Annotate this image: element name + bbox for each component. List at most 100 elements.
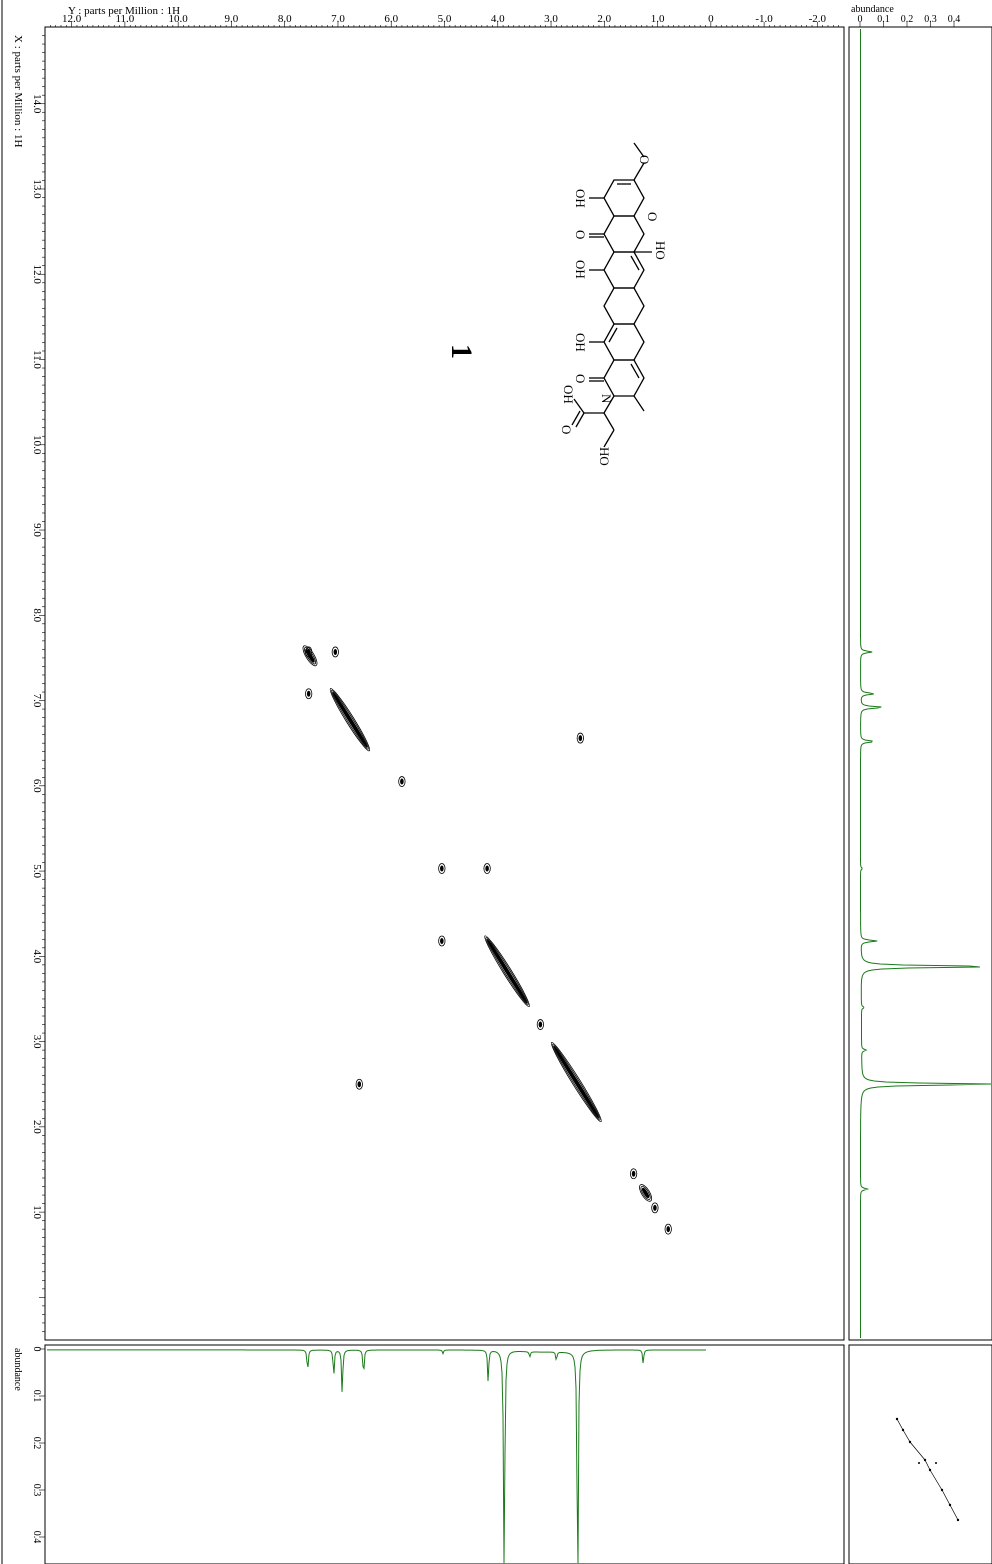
corner-streak: [909, 1441, 926, 1461]
cross-peak-contour: [483, 863, 491, 874]
atom-o-ketone: O: [573, 230, 588, 239]
cross-peak-contour: [629, 1168, 638, 1180]
left-axis-tick-label: 11.0: [31, 350, 43, 369]
methyl-f: [633, 395, 645, 412]
diagonal-contour: [486, 938, 528, 1004]
methoxy-methyl: [633, 142, 645, 158]
diagonal-contour: [641, 1187, 650, 1199]
chemical-structure-drawing: O OH O O OH HO OH O N HO O OH: [559, 142, 668, 466]
left-axis-tick-label: 12.0: [31, 265, 43, 285]
atom-oh-carboxyl: OH: [561, 385, 576, 404]
cross-peak-core: [485, 865, 489, 872]
diagonal-contour: [553, 1045, 600, 1119]
carboxyl-co: [575, 412, 585, 428]
top-axis-tick-label: 6.0: [384, 13, 398, 25]
atom-ho-c: HO: [653, 241, 668, 260]
cross-peak-core: [306, 648, 311, 655]
right-projection-spectrum: [860, 29, 992, 1338]
compound-number-label: 1: [445, 344, 478, 359]
cross-peak-contour: [305, 646, 313, 658]
left-axis-tick-label: 9.0: [31, 523, 43, 537]
cross-peak-contour: [536, 1019, 544, 1030]
ring-f-double: [630, 363, 640, 379]
top-axis-tick-label: 5.0: [438, 13, 452, 25]
bottom-projection-spectrum: [47, 1349, 706, 1564]
left-axis-tick-label: 10.0: [31, 435, 43, 455]
ring-a: [603, 179, 645, 217]
carboxyl-co2: [571, 410, 581, 426]
left-axis-tick-label: 2.0: [31, 1120, 43, 1134]
cross-peak-core: [440, 937, 444, 944]
top-axis-tick-label: 10.0: [169, 13, 189, 25]
left-axis-tick-label: 3.0: [31, 1035, 43, 1049]
diagonal-contour: [332, 691, 368, 748]
atom-o-carboxyl: O: [559, 425, 574, 434]
cross-peak-core: [631, 1170, 636, 1177]
right-projection-tick-label: 0.2: [901, 14, 914, 25]
top-axis-tick-label: 4.0: [491, 13, 505, 25]
atom-oh-e: OH: [573, 333, 588, 352]
corner-streak: [929, 1469, 943, 1491]
top-axis-tick-label: 7.0: [331, 13, 345, 25]
diagonal-contour: [640, 1185, 651, 1200]
top-axis-tick-label: 3.0: [544, 13, 558, 25]
side-chain-3: [603, 429, 615, 448]
methoxy-bond: [633, 162, 645, 181]
atom-o-methoxy: O: [637, 155, 652, 164]
contour-layer: [302, 645, 672, 1235]
diagonal-contour: [331, 689, 369, 750]
bottom-projection-tick-label: 0: [31, 1347, 42, 1352]
top-axis-tick-label: 0: [708, 13, 714, 25]
bottom-projection-tick-label: 0.1: [31, 1390, 42, 1403]
right-projection-ticks: 0 0.1 0.2 0.3 0.4: [849, 14, 992, 28]
n-substituent: [603, 395, 615, 414]
left-axis-tick-label: 4.0: [31, 949, 43, 963]
cross-peak-core: [400, 778, 404, 785]
left-axis-label: X : parts per Million : 1H: [12, 35, 24, 147]
diagonal-contour: [639, 1184, 653, 1202]
corner-streak: [949, 1504, 959, 1521]
ring-c-double: [630, 255, 640, 271]
atom-oh-a: OH: [573, 189, 588, 208]
diagonal-contour: [304, 647, 316, 665]
left-axis-tick-label: 5.0: [31, 864, 43, 878]
corner-streak: [924, 1459, 931, 1471]
bottom-projection-tick-label: 0.3: [31, 1484, 42, 1497]
top-axis-tick-label: 1.0: [651, 13, 665, 25]
bottom-projection-axis-label: abundance: [12, 1348, 23, 1391]
cross-peak-contour: [438, 863, 446, 874]
main-plot-frame: [44, 26, 845, 1341]
cross-peak-contour: [398, 776, 406, 787]
atom-o-ring: O: [645, 212, 660, 221]
right-projection-tick-label: 0.4: [948, 14, 961, 25]
cross-peak-core: [440, 865, 444, 872]
atom-n: N: [599, 394, 614, 404]
bottom-projection-tick-label: 0.2: [31, 1437, 42, 1450]
ring-c: [603, 251, 645, 289]
cross-peak-core: [666, 1226, 671, 1233]
cross-peak-contour: [331, 646, 339, 658]
diagonal-contour: [552, 1043, 601, 1121]
top-axis-tick-label: 12.0: [62, 13, 82, 25]
cross-peak-core: [653, 1204, 657, 1211]
atom-ho-side: HO: [597, 447, 612, 466]
corner-panel-frame: [848, 1344, 992, 1564]
top-axis-tick-label: 2.0: [597, 13, 611, 25]
right-projection-tick-label: 0.1: [877, 14, 890, 25]
corner-contour-thumbnail: [895, 1417, 960, 1522]
corner-streak: [896, 1418, 904, 1431]
cross-peak-core: [357, 1081, 362, 1088]
top-axis-tick-label: 8.0: [278, 13, 292, 25]
ring-f: [603, 359, 645, 397]
cross-peak-core: [333, 648, 338, 655]
left-axis-tick-label: 7.0: [31, 694, 43, 708]
top-axis-ticks: 12.0 11.0 10.0 9.0 8.0 7.0 6.0 5.0 4.0 3.0 2.0 1.0 0…: [45, 13, 844, 28]
bottom-projection-tick-label: 0.4: [31, 1531, 42, 1544]
cross-peak-contour: [438, 935, 446, 947]
cross-peak-core: [578, 735, 583, 742]
corner-dot: [935, 1462, 937, 1464]
corner-dot: [918, 1462, 920, 1464]
cross-peak-contour: [651, 1202, 659, 1214]
